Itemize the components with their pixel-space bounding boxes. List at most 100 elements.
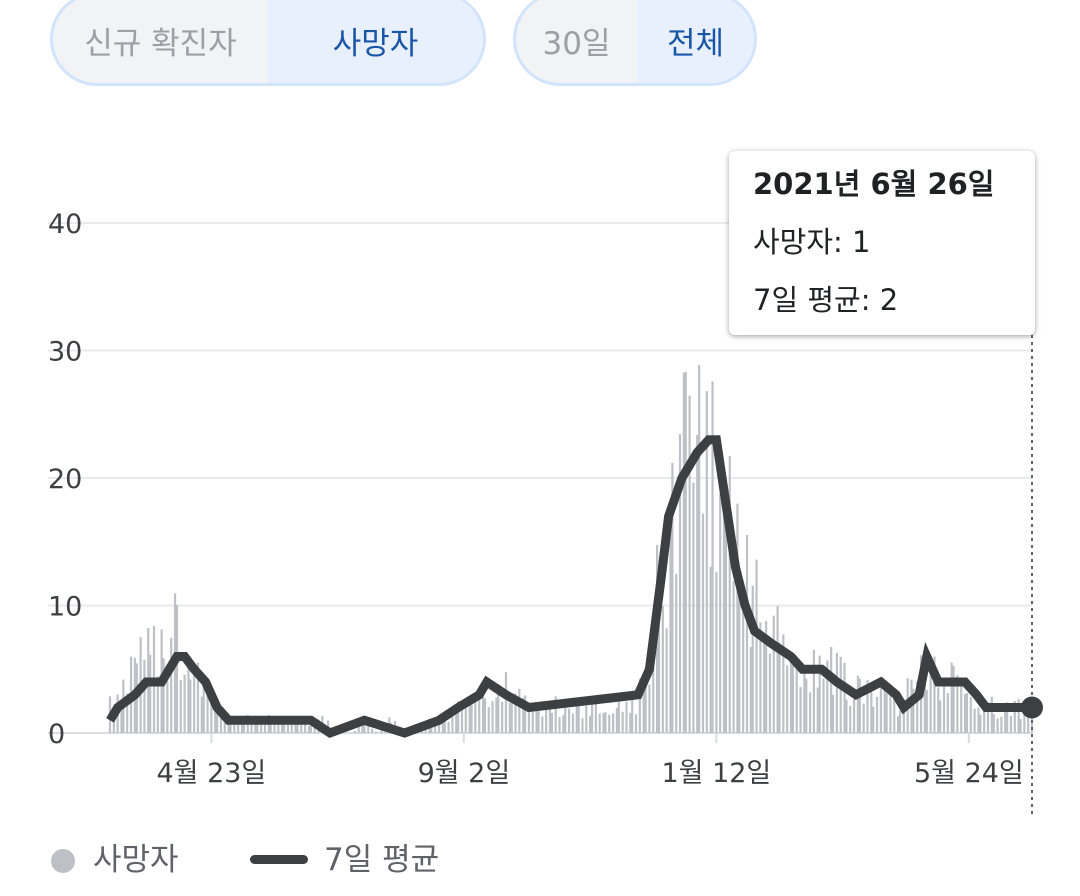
death-bar [491,701,494,733]
death-bar [776,606,779,733]
death-bar [483,698,487,733]
death-bar [705,391,708,733]
toggle-new-cases[interactable]: 신규 확진자 [84,25,237,62]
death-bar [946,693,949,733]
death-bar [696,434,699,733]
death-bar [763,640,766,733]
death-bar [648,684,651,733]
hover-point [1021,696,1043,719]
death-bar [839,656,842,733]
death-bar [589,715,592,733]
death-bar [782,634,785,733]
death-bar [768,653,772,733]
death-bar [893,698,896,733]
death-bar [862,703,865,733]
death-bar [602,713,605,733]
death-bar [374,731,377,733]
death-bar [380,729,383,733]
death-bar [470,698,473,733]
death-bar [575,699,578,733]
death-bar [789,658,793,733]
death-bar [866,679,869,733]
death-bar [437,722,441,733]
death-bar [625,701,628,733]
death-bar [617,696,620,733]
death-bar [799,686,802,733]
death-bar [537,703,540,733]
death-bar [916,681,919,733]
death-bar [870,685,873,733]
death-bar [719,493,722,733]
death-bar [795,668,798,733]
toggle-deaths[interactable]: 사망자 [268,0,483,83]
death-bar [254,721,257,733]
toggle-all-time[interactable]: 전체 [637,0,754,83]
death-bar [522,697,525,733]
death-bar [778,642,781,733]
death-bar [541,716,544,733]
death-bar [983,704,986,733]
death-bar [925,689,928,733]
death-bar [843,662,846,733]
death-bar [845,699,848,733]
death-bar [638,678,641,733]
death-bar [468,697,471,733]
death-bar [973,708,976,733]
deaths-chart[interactable]: 0 10 20 30 40 4월 23일 9월 2일 1월 12일 5월 24일 [0,0,1080,830]
death-bar [457,701,460,733]
tooltip-average: 7일 평균: 2 [753,283,899,317]
death-bar [969,696,972,733]
tooltip: 2021년 6월 26일 사망자: 1 7일 평균: 2 [729,151,1035,335]
death-bar [809,692,812,733]
death-bar [1000,716,1003,733]
death-bar [751,585,754,733]
death-bar [183,674,186,733]
death-bar [464,708,467,733]
death-bar [822,678,825,733]
death-bar [977,707,980,733]
death-bar [657,573,661,733]
death-bar [728,456,731,733]
death-bar [745,534,749,733]
death-bar [508,702,511,733]
death-bar [214,709,217,733]
death-bar [711,381,714,733]
death-bar [671,462,674,733]
death-bar [715,571,718,733]
death-bar [554,696,557,733]
toggle-30-days[interactable]: 30일 [542,25,611,62]
death-bar [514,693,517,733]
death-bar [692,482,695,733]
death-bar [187,655,190,733]
death-bar [166,681,169,733]
death-bar [950,662,953,733]
death-bar [193,662,196,733]
death-bar [304,718,307,733]
death-bar [709,566,712,733]
death-bar [986,702,990,733]
death-bar [564,705,567,733]
death-bar [313,725,316,733]
death-bar [1027,716,1030,733]
death-bar [219,713,223,733]
death-bar [858,678,861,733]
x-tick-label: 1월 12일 [661,758,771,789]
y-tick-label: 30 [48,337,82,368]
death-bar [960,679,963,733]
death-bar [963,693,967,733]
death-bar [1013,700,1016,733]
death-bar [523,695,527,733]
death-bar [504,672,508,733]
death-bar [250,723,253,733]
death-bar [644,683,647,733]
y-tick-label: 0 [48,719,65,750]
death-bar [434,720,437,733]
death-bar [835,652,838,733]
death-bar [933,656,936,733]
death-bar [474,692,477,733]
death-bar [441,718,444,733]
death-bar [120,701,123,733]
x-tick-label: 5월 24일 [914,758,1024,789]
death-bar [853,688,856,733]
seven-day-average-line [106,435,1032,739]
